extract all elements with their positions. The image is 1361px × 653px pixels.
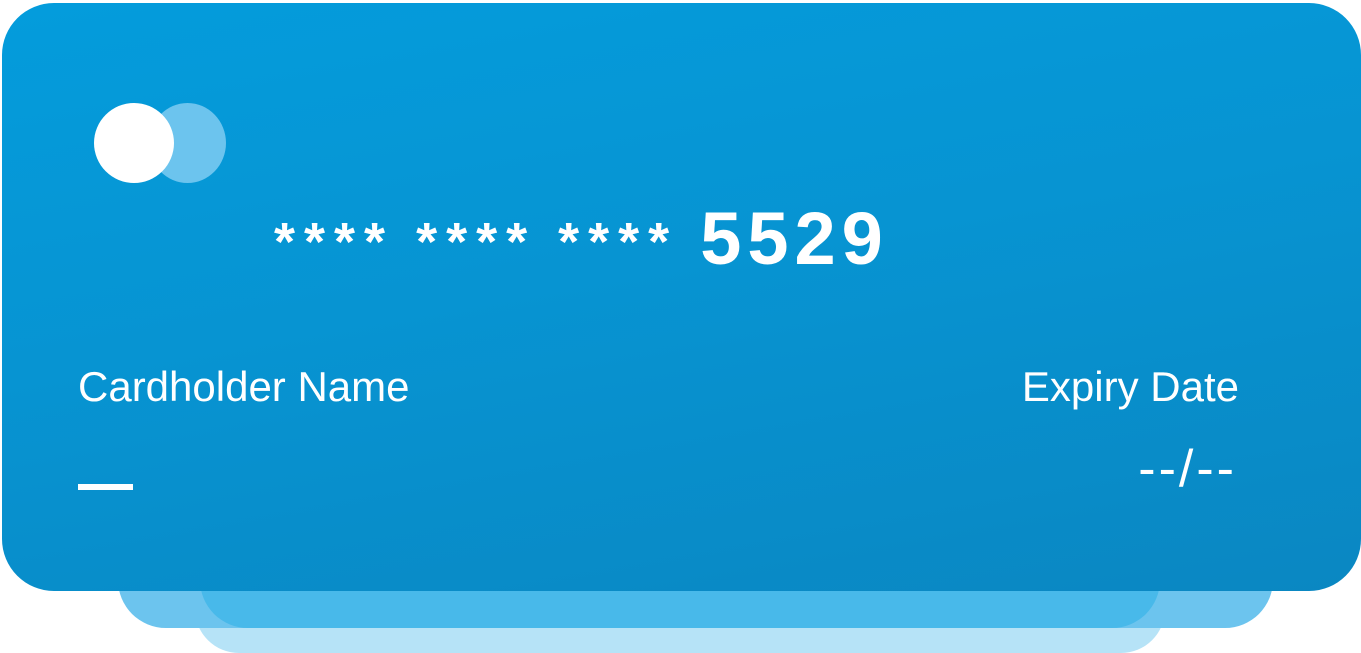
cardholder-value-placeholder: — (78, 484, 133, 490)
cardholder-label: Cardholder Name (78, 363, 410, 410)
card-number: **** **** **** 5529 (274, 193, 889, 283)
credit-card: **** **** **** 5529 Cardholder Name — Ex… (2, 3, 1361, 591)
card-brand-circles-icon (94, 103, 226, 187)
expiry-value: --/-- (1138, 440, 1237, 498)
card-number-group-3: **** (558, 212, 679, 272)
logo-circle-front (94, 103, 174, 183)
card-number-group-1: **** (274, 212, 395, 272)
cardholder-value: — (78, 484, 79, 485)
expiry-label: Expiry Date (1021, 363, 1239, 410)
card-number-group-2: **** (416, 212, 537, 272)
card-number-last4: 5529 (700, 196, 889, 280)
